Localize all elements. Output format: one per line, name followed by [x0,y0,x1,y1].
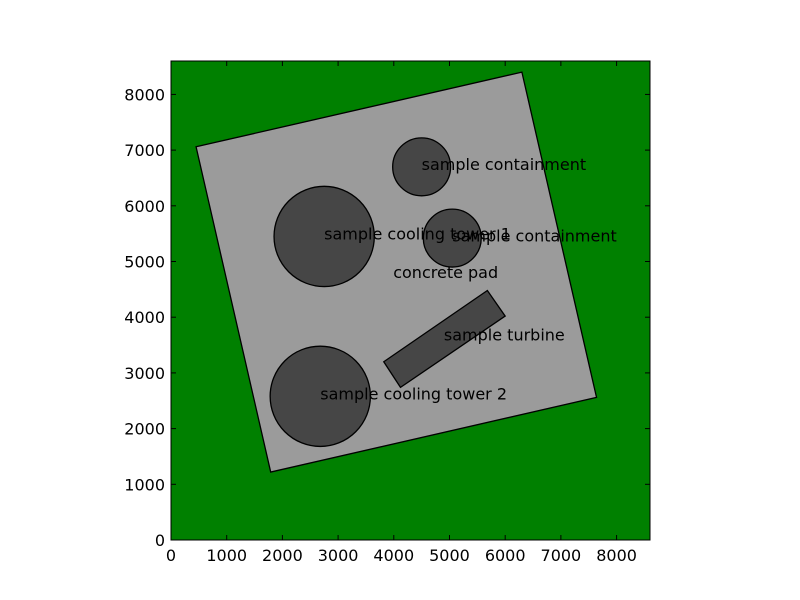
x-tick-label: 7000 [541,546,582,565]
sample-turbine-shape [382,289,507,389]
y-tick-label: 6000 [124,197,165,216]
y-tick-label: 3000 [124,364,165,383]
plot-frame [170,60,651,541]
concrete-pad-label: concrete pad [393,263,498,282]
x-tick-label: 8000 [596,546,637,565]
features-layer [195,71,598,473]
x-tick-label: 3000 [318,546,359,565]
sample-cooling-tower-2-label: sample cooling tower 2 [320,385,507,404]
x-tick-label: 1000 [206,546,247,565]
sample-cooling-tower-2-shape [269,345,372,448]
sample-cooling-tower-1-label: sample cooling tower 1 [324,225,511,244]
sample-containment-label: sample containment [452,226,617,245]
y-tick-label: 8000 [124,85,165,104]
y-tick-label: 0 [155,531,165,550]
x-tick-label: 5000 [429,546,470,565]
sample-turbine-label: sample turbine [444,325,565,344]
y-tick-label: 5000 [124,253,165,272]
axis-ticks: 0 1000 2000 3000 4000 5000 6000 7000 8000 0 1000 20… [124,61,650,565]
y-tick-label: 7000 [124,141,165,160]
x-tick-label: 2000 [262,546,303,565]
x-tick-label: 0 [166,546,176,565]
sample-containment-shape [392,137,452,197]
x-tick-label: 6000 [485,546,526,565]
sample-containment-shape [422,208,482,268]
y-tick-label: 1000 [124,475,165,494]
sample-containment-label: sample containment [422,155,587,174]
y-tick-label: 4000 [124,308,165,327]
sample-cooling-tower-1-shape [273,185,375,288]
x-tick-label: 4000 [373,546,414,565]
y-tick-label: 2000 [124,420,165,439]
